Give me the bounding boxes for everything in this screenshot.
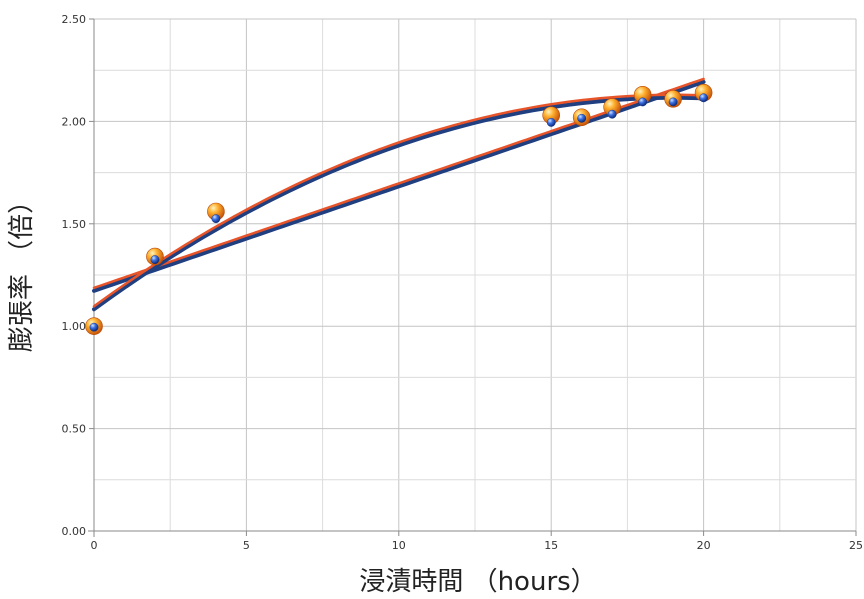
x-tick-label: 5 <box>243 539 250 552</box>
blue-data-point <box>211 214 221 224</box>
linear-trendline <box>92 79 706 293</box>
blue-data-point <box>546 118 556 127</box>
y-tick-label: 0.50 <box>62 423 87 436</box>
data-points <box>85 83 713 336</box>
linear-trendline-overlay <box>92 77 705 290</box>
y-tick-label: 1.00 <box>62 320 87 333</box>
trendlines <box>92 77 706 312</box>
tick-labels: 0 5 10 15 20 25 0.00 0.50 1.00 1.50 2.00 2.50 <box>62 13 864 552</box>
blue-data-point <box>699 93 708 103</box>
x-tick-label: 20 <box>697 539 711 552</box>
x-tick-label: 10 <box>392 539 406 552</box>
blue-data-point <box>577 113 587 123</box>
y-axis-title: 膨張率 （倍） <box>7 188 37 352</box>
y-tick-label: 2.50 <box>62 13 87 26</box>
blue-data-point <box>668 97 678 107</box>
polynomial-trendline <box>92 95 706 312</box>
polynomial-trendline-overlay <box>92 93 705 308</box>
x-tick-label: 0 <box>91 539 98 552</box>
blue-data-point <box>89 322 99 332</box>
blue-data-point <box>638 97 648 107</box>
grid-lines <box>88 18 857 537</box>
x-tick-label: 15 <box>544 539 558 552</box>
blue-data-point <box>607 109 617 119</box>
y-tick-label: 0.00 <box>62 525 87 538</box>
y-tick-label: 1.50 <box>62 218 87 231</box>
blue-data-point <box>150 255 160 265</box>
x-axis-title: 浸漬時間 （hours） <box>359 567 596 597</box>
x-tick-label: 25 <box>849 539 863 552</box>
y-tick-label: 2.00 <box>62 115 87 128</box>
